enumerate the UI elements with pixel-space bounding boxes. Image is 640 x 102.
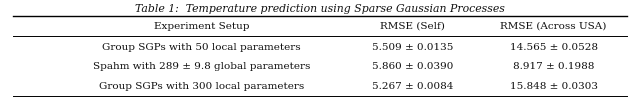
Text: 5.267 ± 0.0084: 5.267 ± 0.0084 <box>372 82 454 91</box>
Text: Experiment Setup: Experiment Setup <box>154 22 250 30</box>
Text: Group SGPs with 50 local parameters: Group SGPs with 50 local parameters <box>102 43 301 52</box>
Text: 15.848 ± 0.0303: 15.848 ± 0.0303 <box>509 82 598 91</box>
Text: Group SGPs with 300 local parameters: Group SGPs with 300 local parameters <box>99 82 304 91</box>
Text: 14.565 ± 0.0528: 14.565 ± 0.0528 <box>509 43 598 52</box>
Text: 8.917 ± 0.1988: 8.917 ± 0.1988 <box>513 62 595 71</box>
Text: 5.509 ± 0.0135: 5.509 ± 0.0135 <box>372 43 454 52</box>
Text: RMSE (Across USA): RMSE (Across USA) <box>500 22 607 30</box>
Text: RMSE (Self): RMSE (Self) <box>380 22 445 30</box>
Text: Spahm with 289 ± 9.8 global parameters: Spahm with 289 ± 9.8 global parameters <box>93 62 310 71</box>
Text: 5.860 ± 0.0390: 5.860 ± 0.0390 <box>372 62 454 71</box>
Text: Table 1:  Temperature prediction using Sparse Gaussian Processes: Table 1: Temperature prediction using Sp… <box>135 4 505 14</box>
